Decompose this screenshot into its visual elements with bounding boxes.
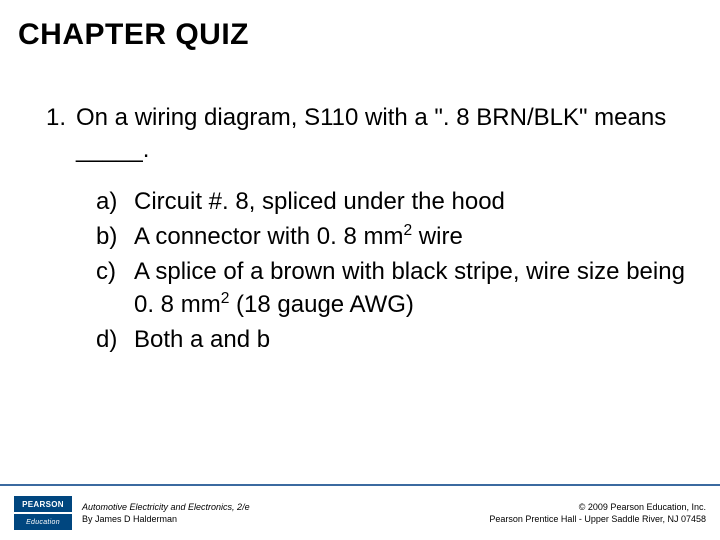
option-letter: b) [96, 220, 134, 253]
option-text: A splice of a brown with black stripe, w… [134, 255, 690, 321]
footer-right: © 2009 Pearson Education, Inc. Pearson P… [489, 501, 706, 525]
publisher-line: Pearson Prentice Hall - Upper Saddle Riv… [489, 513, 706, 525]
option-d: d) Both a and b [96, 323, 690, 356]
option-text: A connector with 0. 8 mm2 wire [134, 220, 690, 253]
pearson-logo: PEARSON Education [14, 496, 72, 530]
author-line: By James D Halderman [82, 513, 250, 525]
option-letter: a) [96, 185, 134, 218]
option-text: Both a and b [134, 323, 690, 356]
option-b: b) A connector with 0. 8 mm2 wire [96, 220, 690, 253]
option-a: a) Circuit #. 8, spliced under the hood [96, 185, 690, 218]
book-title: Automotive Electricity and Electronics, … [82, 502, 250, 512]
logo-education: Education [14, 514, 72, 530]
option-letter: c) [96, 255, 134, 321]
option-text: Circuit #. 8, spliced under the hood [134, 185, 690, 218]
question: 1. On a wiring diagram, S110 with a ". 8… [30, 102, 690, 167]
option-letter: d) [96, 323, 134, 356]
content-area: 1. On a wiring diagram, S110 with a ". 8… [0, 52, 720, 356]
footer-left: Automotive Electricity and Electronics, … [82, 501, 250, 525]
options-list: a) Circuit #. 8, spliced under the hood … [30, 185, 690, 357]
slide-title: CHAPTER QUIZ [0, 0, 720, 52]
question-text: On a wiring diagram, S110 with a ". 8 BR… [76, 102, 690, 167]
logo-pearson: PEARSON [14, 496, 72, 512]
question-number: 1. [30, 102, 76, 167]
option-c: c) A splice of a brown with black stripe… [96, 255, 690, 321]
footer: PEARSON Education Automotive Electricity… [0, 486, 720, 540]
copyright-line: © 2009 Pearson Education, Inc. [489, 501, 706, 513]
